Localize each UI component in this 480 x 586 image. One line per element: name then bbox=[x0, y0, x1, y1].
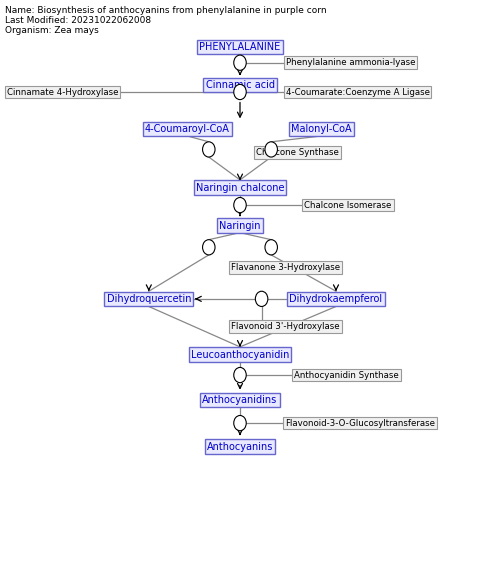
Circle shape bbox=[203, 240, 215, 255]
Text: Malonyl-CoA: Malonyl-CoA bbox=[291, 124, 352, 134]
Circle shape bbox=[265, 240, 277, 255]
Text: PHENYLALANINE: PHENYLALANINE bbox=[199, 42, 281, 52]
Circle shape bbox=[234, 197, 246, 213]
Text: Phenylalanine ammonia-lyase: Phenylalanine ammonia-lyase bbox=[286, 58, 415, 67]
Text: Flavanone 3-Hydroxylase: Flavanone 3-Hydroxylase bbox=[231, 263, 340, 272]
Text: Naringin: Naringin bbox=[219, 220, 261, 231]
Text: Anthocyanidins: Anthocyanidins bbox=[203, 395, 277, 406]
Text: Last Modified: 20231022062008: Last Modified: 20231022062008 bbox=[5, 16, 151, 25]
Text: Name: Biosynthesis of anthocyanins from phenylalanine in purple corn: Name: Biosynthesis of anthocyanins from … bbox=[5, 6, 326, 15]
Circle shape bbox=[234, 55, 246, 70]
Text: Leucoanthocyanidin: Leucoanthocyanidin bbox=[191, 349, 289, 360]
Text: Organism: Zea mays: Organism: Zea mays bbox=[5, 26, 98, 35]
Text: Cinnamate 4-Hydroxylase: Cinnamate 4-Hydroxylase bbox=[7, 87, 118, 97]
Circle shape bbox=[234, 415, 246, 431]
Circle shape bbox=[255, 291, 268, 306]
Text: Flavonoid 3'-Hydroxylase: Flavonoid 3'-Hydroxylase bbox=[231, 322, 340, 331]
Text: Cinnamic acid: Cinnamic acid bbox=[205, 80, 275, 90]
Text: Dihydroquercetin: Dihydroquercetin bbox=[107, 294, 191, 304]
Text: 4-Coumarate:Coenzyme A Ligase: 4-Coumarate:Coenzyme A Ligase bbox=[286, 87, 430, 97]
Text: Dihydrokaempferol: Dihydrokaempferol bbox=[289, 294, 383, 304]
Text: Flavonoid-3-O-Glucosyltransferase: Flavonoid-3-O-Glucosyltransferase bbox=[285, 418, 435, 428]
Circle shape bbox=[234, 367, 246, 383]
Circle shape bbox=[265, 142, 277, 157]
Text: Naringin chalcone: Naringin chalcone bbox=[196, 182, 284, 193]
Text: Chalcone Synthase: Chalcone Synthase bbox=[256, 148, 339, 157]
Text: 4-Coumaroyl-CoA: 4-Coumaroyl-CoA bbox=[145, 124, 229, 134]
Circle shape bbox=[234, 84, 246, 100]
Text: Anthocyanidin Synthase: Anthocyanidin Synthase bbox=[294, 370, 399, 380]
Text: Chalcone Isomerase: Chalcone Isomerase bbox=[304, 200, 392, 210]
Circle shape bbox=[203, 142, 215, 157]
Text: Anthocyanins: Anthocyanins bbox=[207, 441, 273, 452]
